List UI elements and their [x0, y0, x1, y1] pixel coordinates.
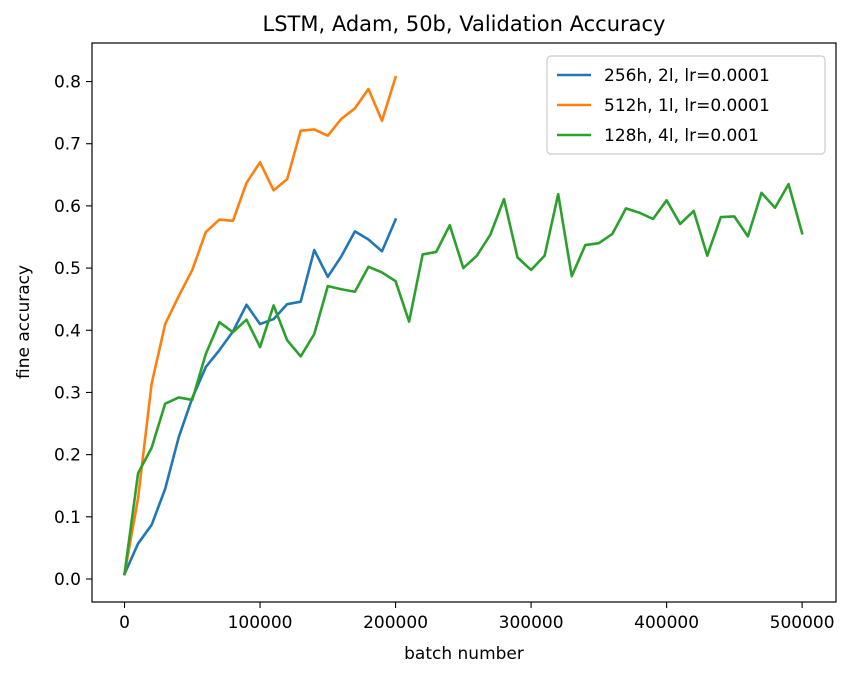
x-tick-label: 500000 [770, 613, 835, 633]
plot-area [122, 75, 804, 576]
series-line-0 [122, 217, 398, 576]
y-tick-label: 0.6 [54, 197, 81, 217]
y-tick-label: 0.5 [54, 259, 81, 279]
plot-frame [91, 42, 837, 603]
x-tick-label: 400000 [634, 613, 699, 633]
series-line-1 [123, 75, 398, 576]
y-axis: 0.0 0.1 0.2 0.3 0.4 0.5 0.6 0.7 0.8 [54, 73, 92, 590]
legend-label-0: 256h, 2l, lr=0.0001 [604, 66, 770, 86]
legend-label-1: 512h, 1l, lr=0.0001 [604, 96, 770, 116]
x-tick-label: 100000 [228, 613, 293, 633]
y-axis-label: fine accuracy [14, 265, 34, 379]
x-axis-label: batch number [404, 644, 524, 664]
y-tick-label: 0.1 [54, 508, 81, 528]
y-tick-label: 0.2 [54, 446, 81, 466]
x-tick-label: 0 [119, 613, 130, 633]
chart-title: LSTM, Adam, 50b, Validation Accuracy [263, 12, 666, 36]
y-tick-label: 0.7 [54, 135, 81, 155]
series-line-2 [123, 182, 804, 576]
x-tick-label: 300000 [499, 613, 564, 633]
y-tick-label: 0.4 [54, 321, 81, 341]
x-tick-label: 200000 [363, 613, 428, 633]
y-tick-label: 0.0 [54, 570, 81, 590]
legend-label-2: 128h, 4l, lr=0.001 [604, 126, 759, 146]
legend: 256h, 2l, lr=0.0001 512h, 1l, lr=0.0001 12… [546, 55, 826, 155]
legend-box [546, 55, 826, 155]
y-tick-label: 0.3 [54, 383, 81, 403]
y-tick-label: 0.8 [54, 73, 81, 93]
x-axis: 0 100000 200000 300000 400000 500000 [119, 602, 835, 633]
